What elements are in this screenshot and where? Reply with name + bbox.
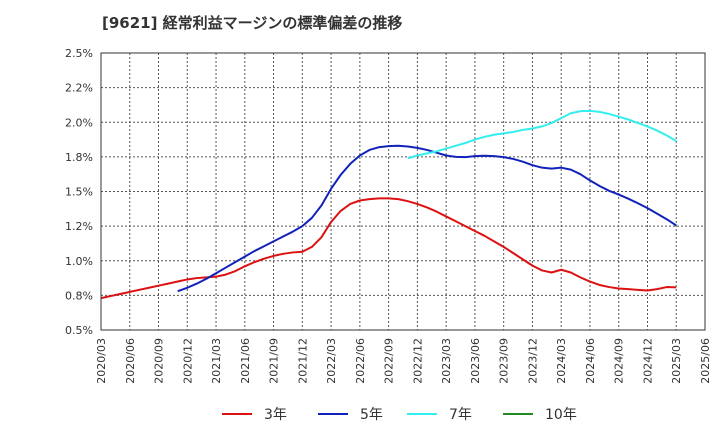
x-tick-label: 2020/06 [124,338,137,384]
y-tick-label: 2.2% [65,82,93,95]
y-tick-label: 1.0% [65,255,93,268]
legend-label: 5年 [360,407,383,423]
x-tick-label: 2025/06 [699,338,712,384]
x-tick-label: 2023/09 [498,338,511,384]
y-tick-label: 1.8% [65,151,93,164]
y-tick-label: 0.8% [65,289,93,302]
x-tick-label: 2022/06 [354,338,367,384]
x-tick-label: 2024/09 [613,338,626,384]
series-line-3年 [100,197,677,300]
x-tick-label: 2021/03 [210,338,223,384]
legend-label: 7年 [449,407,472,423]
y-tick-label: 1.5% [65,186,93,199]
legend-label: 10年 [545,407,577,423]
x-tick-label: 2022/12 [411,338,424,384]
legend-label: 3年 [264,407,287,423]
x-tick-label: 2023/12 [526,338,539,384]
y-tick-label: 2.0% [65,116,93,129]
x-tick-label: 2024/03 [555,338,568,384]
x-tick-label: 2022/09 [383,338,396,384]
x-tick-label: 2021/09 [268,338,281,384]
y-tick-label: 1.2% [65,220,93,233]
x-tick-labels: 2020/03 2020/06 2020/09 2020/12 2021/03 2021/… [95,338,712,384]
series-line-7年 [407,109,677,160]
x-tick-label: 2023/06 [469,338,482,384]
chart-title: [9621] 経常利益マージンの標準偏差の推移 [102,14,403,32]
series-line-5年 [177,144,677,293]
x-tick-label: 2024/06 [584,338,597,384]
legend: 3年 5年 7年 10年 [222,407,577,423]
y-tick-label: 0.5% [65,324,93,337]
y-tick-label: 2.5% [65,47,93,60]
x-tick-label: 2023/03 [440,338,453,384]
plot-frame [100,52,706,331]
x-tick-label: 2021/12 [296,338,309,384]
series-layer [100,109,677,300]
x-tick-label: 2020/09 [153,338,166,384]
x-tick-label: 2021/06 [239,338,252,384]
y-tick-labels: 2.5% 2.2% 2.0% 1.8% 1.5% 1.2% 1.0% 0.8% 0.5% [65,47,93,337]
x-tick-label: 2024/12 [641,338,654,384]
x-tick-label: 2020/03 [95,338,108,384]
x-tick-label: 2022/03 [325,338,338,384]
x-tick-label: 2025/03 [670,338,683,384]
x-tick-label: 2020/12 [181,338,194,384]
